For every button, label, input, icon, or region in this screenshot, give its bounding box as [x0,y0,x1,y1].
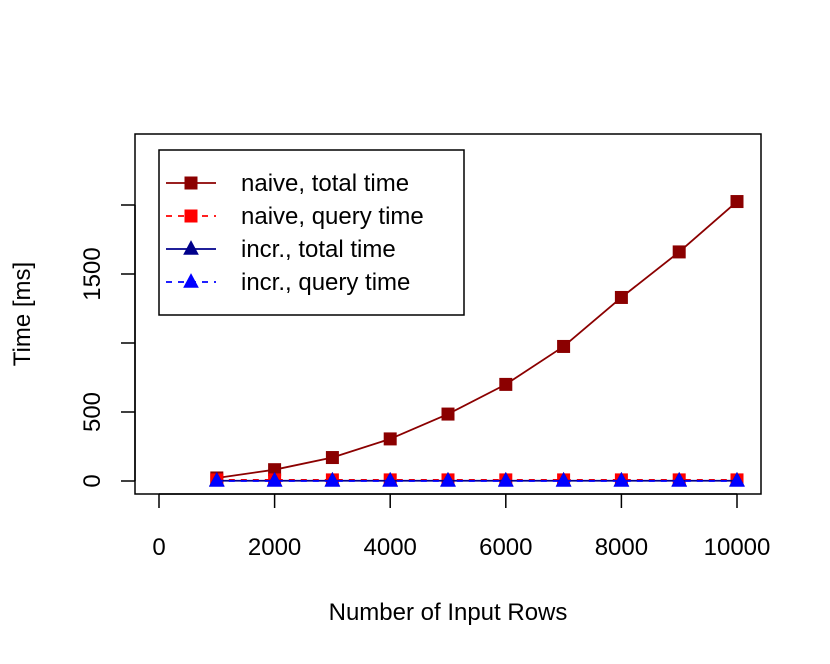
legend-entry: naive, query time [166,203,424,230]
triangle-marker [183,240,199,255]
legend: naive, total time naive, query time incr.,… [158,149,465,316]
triangle-marker [497,472,514,487]
square-marker [499,377,513,391]
x-tick-label: 0 [152,534,165,561]
x-tick-label: 6000 [479,534,532,561]
x-tick-label: 8000 [595,534,648,561]
x-tick-label: 10000 [704,534,771,561]
y-tick-label: 0 [79,474,106,487]
square-marker [184,209,198,223]
square-marker [672,245,686,259]
triangle-marker [729,472,745,487]
triangle-marker [266,472,283,487]
x-axis-label: Number of Input Rows [329,599,568,626]
square-marker [557,339,571,353]
series-line [216,200,738,479]
legend-label: naive, query time [241,203,424,230]
series-layer [208,195,745,487]
square-marker [325,451,339,465]
legend-box [158,149,465,316]
legend-label: incr., query time [241,269,410,296]
triangle-marker [555,472,572,487]
triangle-marker [208,472,225,487]
y-axis: 0 500 1500 [79,204,136,488]
y-axis-label: Time [ms] [9,262,36,366]
legend-entry: incr., total time [166,236,396,263]
square-marker [730,195,744,209]
triangle-marker [183,273,199,288]
legend-label: naive, total time [241,170,409,197]
y-tick-label: 500 [79,392,106,432]
square-marker [441,407,455,421]
series-1 [210,195,744,485]
triangle-marker [613,472,630,487]
triangle-marker [440,472,456,487]
square-marker [383,432,397,446]
x-axis: 0 2000 4000 6000 8000 10000 [152,493,771,561]
x-tick-label: 2000 [248,534,301,561]
triangle-marker [324,472,341,487]
triangle-marker [382,472,399,487]
square-marker [184,176,198,190]
legend-entry: naive, total time [166,170,409,197]
legend-label: incr., total time [241,236,396,263]
x-tick-label: 4000 [364,534,417,561]
triangle-marker [671,472,688,487]
legend-entry: incr., query time [166,269,410,296]
series-4 [208,472,745,487]
y-tick-label: 1500 [79,247,106,300]
square-marker [614,290,628,304]
